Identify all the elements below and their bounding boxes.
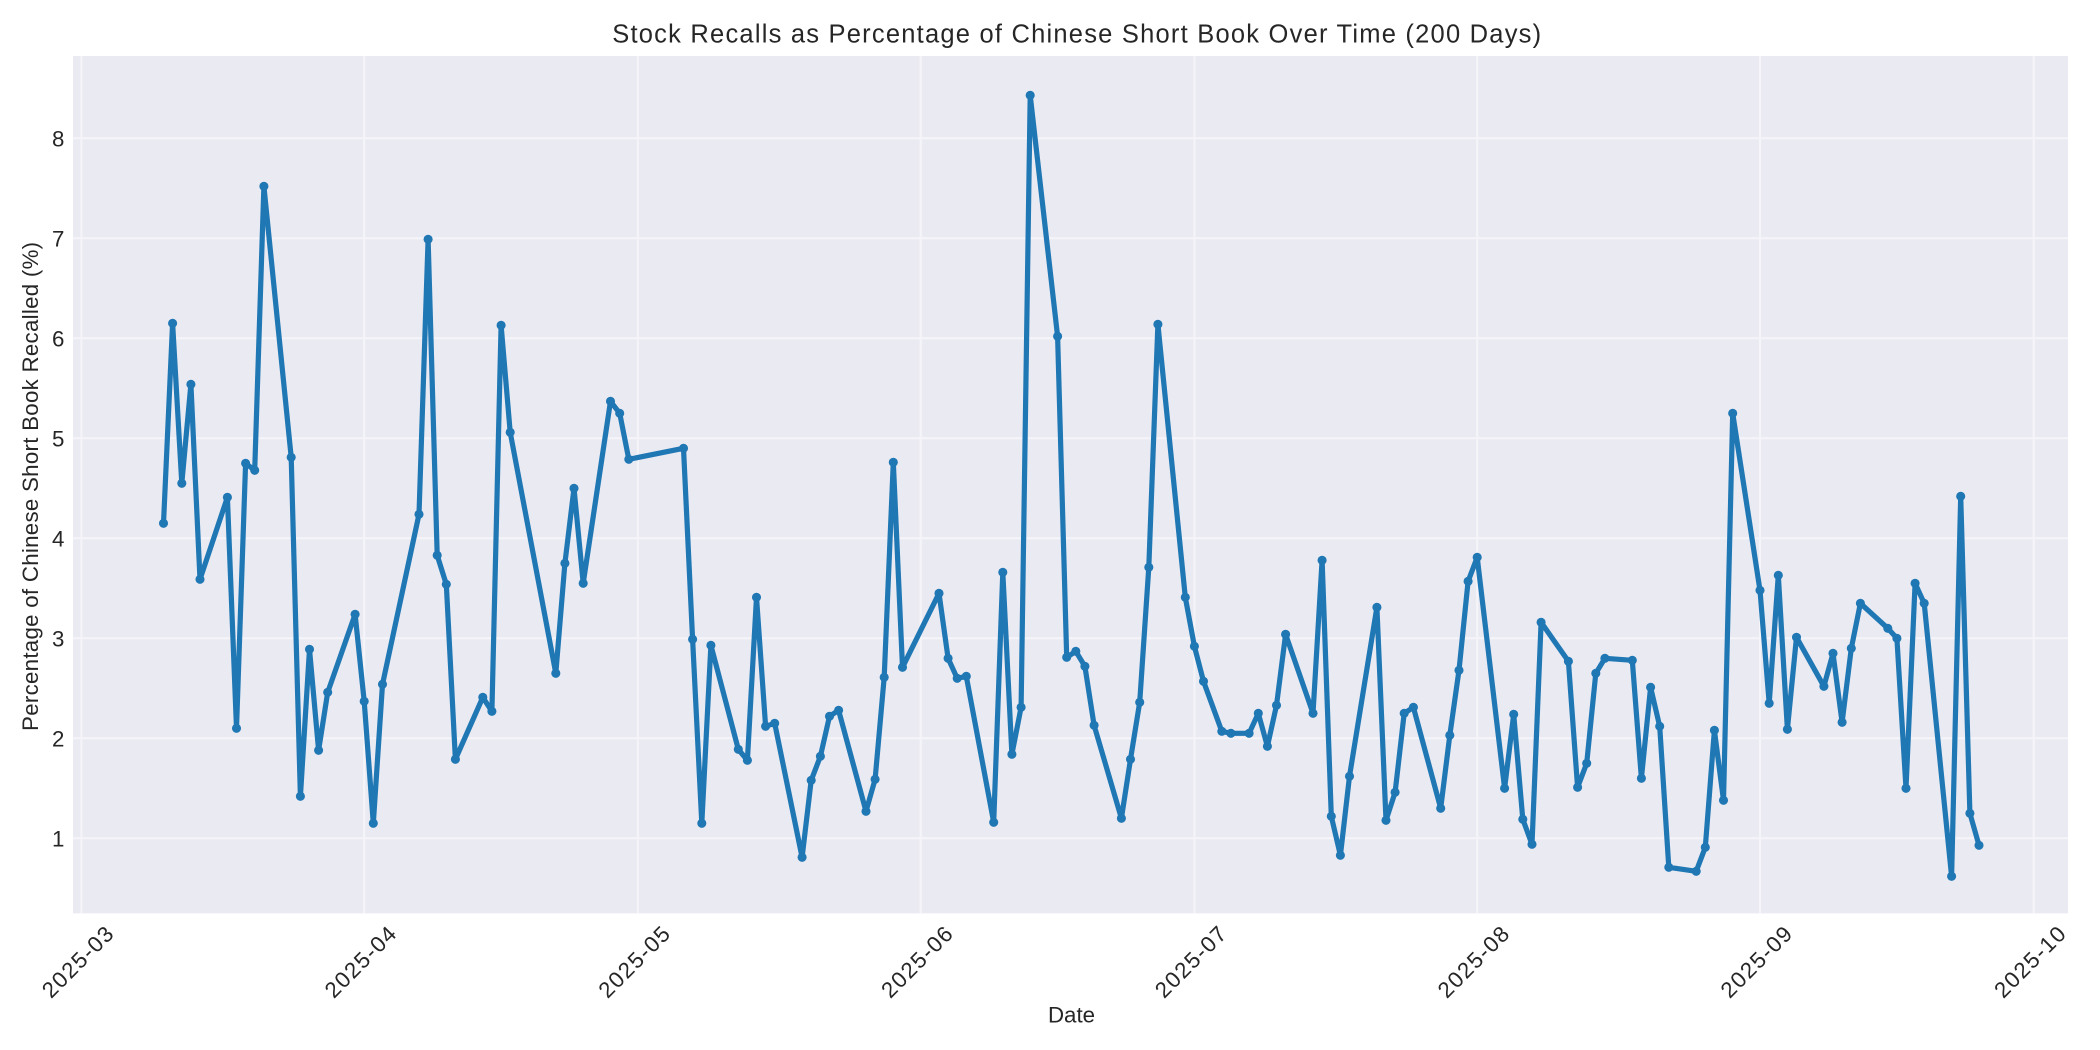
svg-text:4: 4 [52,526,64,551]
svg-text:1: 1 [52,826,64,851]
svg-text:3: 3 [52,626,64,651]
svg-text:Stock Recalls as Percentage of: Stock Recalls as Percentage of Chinese S… [612,21,1542,49]
svg-text:8: 8 [52,126,64,151]
svg-text:2: 2 [52,726,64,751]
svg-text:5: 5 [52,426,64,451]
svg-text:6: 6 [52,326,64,351]
svg-text:Date: Date [1048,1002,1095,1027]
svg-text:7: 7 [52,226,64,251]
svg-text:Percentage of Chinese Short Bo: Percentage of Chinese Short Book Recalle… [18,242,43,731]
